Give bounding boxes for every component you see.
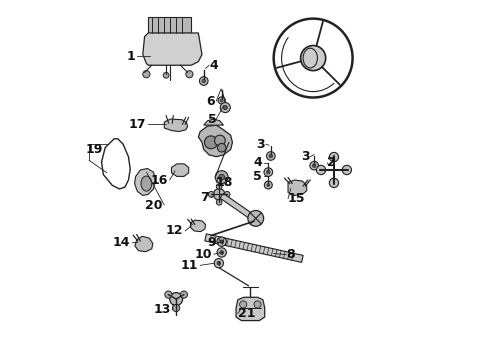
Polygon shape: [205, 234, 303, 262]
Text: 5: 5: [208, 113, 216, 126]
Circle shape: [267, 170, 270, 174]
Circle shape: [219, 174, 224, 180]
Circle shape: [217, 261, 220, 265]
Ellipse shape: [141, 176, 152, 191]
Circle shape: [218, 97, 225, 104]
Text: 8: 8: [286, 248, 295, 261]
Text: 6: 6: [206, 95, 215, 108]
Circle shape: [202, 79, 205, 83]
Circle shape: [220, 103, 230, 113]
Circle shape: [264, 168, 272, 176]
Circle shape: [265, 181, 272, 189]
Circle shape: [223, 105, 227, 110]
Text: 18: 18: [216, 176, 233, 189]
Polygon shape: [204, 119, 223, 125]
Text: 4: 4: [209, 59, 218, 72]
Text: 1: 1: [127, 50, 136, 63]
Text: 2: 2: [327, 156, 336, 169]
Circle shape: [199, 77, 208, 85]
Circle shape: [317, 165, 326, 175]
Circle shape: [220, 240, 223, 243]
Polygon shape: [135, 168, 155, 195]
Circle shape: [170, 293, 183, 306]
Text: 7: 7: [200, 192, 209, 204]
Circle shape: [208, 192, 214, 197]
Text: 3: 3: [301, 150, 310, 163]
Polygon shape: [143, 33, 202, 65]
Text: 11: 11: [181, 259, 198, 272]
Circle shape: [215, 135, 225, 146]
Text: 14: 14: [113, 236, 130, 249]
Polygon shape: [288, 180, 307, 195]
Circle shape: [216, 184, 222, 189]
Circle shape: [329, 178, 339, 188]
Circle shape: [217, 237, 226, 246]
Circle shape: [240, 301, 247, 308]
Polygon shape: [148, 17, 191, 33]
Text: 3: 3: [256, 138, 265, 150]
Circle shape: [248, 211, 264, 226]
Circle shape: [217, 248, 226, 257]
Circle shape: [220, 99, 223, 102]
Polygon shape: [236, 297, 265, 320]
Circle shape: [269, 154, 272, 158]
Text: 21: 21: [238, 307, 255, 320]
Circle shape: [313, 164, 316, 167]
Circle shape: [143, 71, 150, 78]
Circle shape: [165, 291, 172, 298]
Circle shape: [254, 301, 261, 308]
Polygon shape: [172, 164, 189, 176]
Text: 20: 20: [145, 199, 163, 212]
Text: 12: 12: [166, 224, 183, 238]
Text: 19: 19: [85, 143, 103, 156]
Circle shape: [300, 45, 326, 71]
Circle shape: [215, 171, 228, 184]
Text: 10: 10: [195, 248, 212, 261]
Circle shape: [163, 72, 169, 78]
Polygon shape: [220, 193, 257, 222]
Text: 16: 16: [150, 174, 168, 186]
Circle shape: [172, 305, 180, 312]
Text: 13: 13: [153, 303, 171, 316]
Polygon shape: [135, 236, 153, 252]
Circle shape: [267, 184, 270, 186]
Circle shape: [216, 199, 222, 205]
Circle shape: [220, 251, 223, 254]
Text: 15: 15: [288, 192, 306, 205]
Circle shape: [342, 165, 351, 175]
Polygon shape: [191, 220, 205, 231]
Circle shape: [214, 258, 223, 268]
Circle shape: [310, 161, 318, 170]
Circle shape: [224, 192, 230, 197]
Circle shape: [180, 291, 188, 298]
Polygon shape: [198, 125, 232, 157]
Circle shape: [214, 189, 225, 200]
Polygon shape: [164, 119, 188, 132]
Circle shape: [186, 71, 193, 78]
Text: 4: 4: [253, 156, 262, 169]
Circle shape: [329, 152, 339, 162]
Text: 17: 17: [129, 118, 147, 131]
Circle shape: [218, 143, 226, 152]
Circle shape: [267, 152, 275, 160]
Text: 9: 9: [208, 236, 216, 249]
Text: 5: 5: [253, 170, 262, 183]
Circle shape: [204, 136, 218, 149]
